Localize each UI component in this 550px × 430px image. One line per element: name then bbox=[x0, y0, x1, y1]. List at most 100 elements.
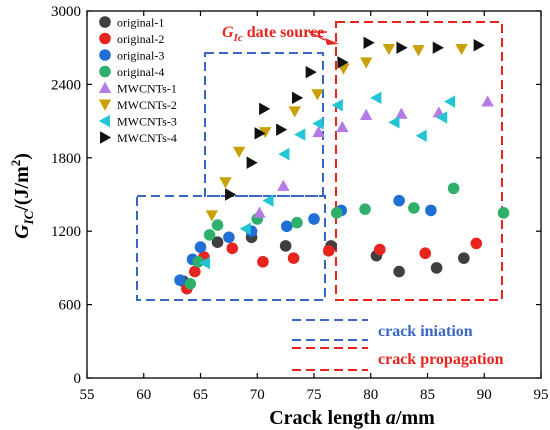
data-point bbox=[223, 231, 235, 244]
data-point bbox=[415, 129, 427, 142]
data-point bbox=[294, 128, 306, 141]
legend: original-1 original-2 original-3 original-4… bbox=[98, 16, 177, 145]
data-point bbox=[225, 188, 237, 201]
legend-marker bbox=[98, 81, 112, 93]
data-point bbox=[331, 98, 343, 112]
data-point bbox=[473, 39, 485, 52]
legend-label: original-2 bbox=[117, 32, 164, 46]
legend-label: MWCNTs-2 bbox=[117, 98, 177, 112]
data-point bbox=[430, 262, 443, 274]
data-point bbox=[337, 56, 349, 69]
x-tick-label: 85 bbox=[420, 387, 435, 403]
data-point bbox=[254, 127, 266, 140]
data-point bbox=[359, 203, 371, 215]
data-point bbox=[436, 111, 448, 124]
data-point bbox=[253, 206, 266, 218]
data-point bbox=[278, 147, 290, 161]
y-tick-label: 2400 bbox=[51, 77, 81, 93]
data-point bbox=[194, 241, 207, 253]
legend-label: MWCNTs-3 bbox=[117, 115, 177, 129]
data-point bbox=[470, 237, 483, 250]
data-point bbox=[374, 243, 386, 256]
x-tick-label: 55 bbox=[80, 387, 95, 403]
data-point bbox=[205, 210, 219, 222]
x-tick-label: 75 bbox=[307, 387, 322, 403]
propagation-legend-label: crack propagation bbox=[378, 351, 504, 368]
data-point bbox=[280, 220, 293, 233]
source-annotation: GIc date source bbox=[222, 24, 324, 44]
data-point bbox=[382, 43, 396, 56]
data-point bbox=[432, 41, 444, 54]
legend-label: MWCNTs-1 bbox=[117, 82, 177, 96]
data-point bbox=[262, 194, 274, 207]
data-point bbox=[455, 43, 468, 56]
data-point bbox=[287, 252, 300, 264]
data-point bbox=[444, 95, 456, 108]
legend-marker bbox=[98, 99, 112, 111]
data-point bbox=[336, 121, 349, 133]
data-point bbox=[288, 106, 301, 118]
data-point bbox=[226, 242, 239, 255]
data-point bbox=[412, 45, 425, 57]
data-point bbox=[203, 229, 216, 241]
data-point bbox=[232, 146, 246, 158]
data-point bbox=[308, 213, 320, 225]
x-axis-label: Crack length a/mm bbox=[269, 407, 435, 429]
data-point bbox=[174, 274, 186, 286]
data-point bbox=[363, 36, 375, 50]
data-point bbox=[419, 247, 432, 260]
data-point bbox=[292, 91, 304, 105]
data-point bbox=[257, 255, 269, 268]
x-tick-label: 60 bbox=[136, 387, 151, 403]
data-point bbox=[291, 216, 303, 229]
source-arrow bbox=[308, 31, 339, 45]
data-point bbox=[497, 207, 510, 219]
legend-marker bbox=[99, 16, 111, 28]
data-point bbox=[396, 41, 408, 54]
propagation-box bbox=[335, 21, 503, 301]
legend-label: MWCNTs-4 bbox=[117, 131, 177, 145]
y-axis-label: GIC/(J/m2) bbox=[8, 153, 36, 239]
data-point bbox=[258, 127, 272, 139]
legend-marker bbox=[99, 49, 111, 61]
legend-marker bbox=[98, 114, 110, 128]
data-points bbox=[174, 36, 510, 295]
y-tick-label: 1200 bbox=[51, 224, 81, 240]
legend-marker bbox=[99, 32, 111, 45]
data-point bbox=[189, 265, 201, 278]
legend-label: original-4 bbox=[117, 65, 164, 79]
y-tick-label: 3000 bbox=[51, 4, 81, 20]
data-point bbox=[246, 156, 258, 169]
x-tick-label: 65 bbox=[193, 387, 208, 403]
data-point bbox=[279, 240, 292, 252]
data-point bbox=[395, 107, 408, 119]
data-point bbox=[277, 179, 290, 191]
data-point bbox=[276, 123, 288, 136]
x-tick-label: 80 bbox=[363, 387, 378, 403]
data-point bbox=[239, 222, 251, 235]
data-point bbox=[312, 125, 325, 138]
data-point bbox=[458, 252, 470, 264]
data-point bbox=[393, 194, 405, 207]
data-point bbox=[447, 182, 460, 195]
data-point bbox=[211, 236, 224, 249]
data-point bbox=[184, 278, 197, 290]
data-point bbox=[408, 202, 420, 214]
data-point bbox=[305, 65, 317, 79]
x-tick-label: 90 bbox=[477, 387, 492, 403]
x-tick-label: 95 bbox=[534, 387, 549, 403]
data-point bbox=[360, 108, 373, 120]
initiation-legend-label: crack iniation bbox=[378, 323, 473, 340]
x-tick-label: 70 bbox=[250, 387, 265, 403]
data-point bbox=[259, 102, 271, 116]
data-point bbox=[219, 177, 232, 189]
y-tick-label: 600 bbox=[59, 298, 82, 314]
data-point bbox=[481, 95, 494, 107]
y-tick-label: 1800 bbox=[51, 151, 81, 167]
y-tick-label: 0 bbox=[74, 371, 82, 387]
legend-label: original-1 bbox=[117, 16, 164, 30]
data-point bbox=[311, 89, 324, 101]
initiation-box bbox=[204, 52, 324, 197]
data-point bbox=[360, 57, 373, 69]
